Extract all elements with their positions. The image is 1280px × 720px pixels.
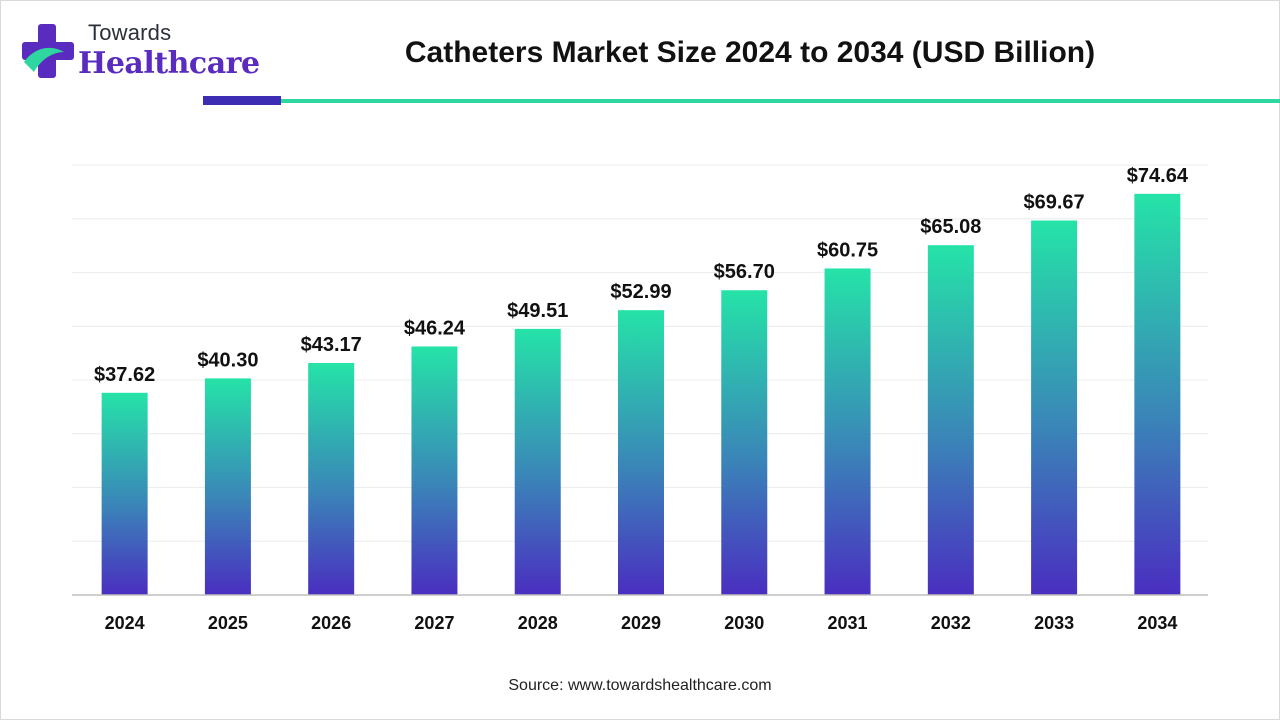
- data-label-2028: $49.51: [507, 300, 568, 322]
- bar-2030: [721, 290, 768, 595]
- x-tick-label-2029: 2029: [621, 613, 661, 633]
- data-label-2030: $56.70: [714, 261, 775, 283]
- bar-2032: [927, 245, 974, 595]
- x-tick-label-2025: 2025: [208, 613, 248, 633]
- bar-2024: [101, 392, 148, 595]
- data-label-2034: $74.64: [1127, 165, 1189, 187]
- x-tick-label-2027: 2027: [414, 613, 454, 633]
- data-label-2026: $43.17: [301, 334, 362, 356]
- title-rule-accent: [203, 96, 281, 105]
- bar-2028: [514, 328, 561, 595]
- data-label-2025: $40.30: [197, 349, 258, 371]
- bars-group: [101, 193, 1181, 595]
- bar-2029: [618, 310, 664, 595]
- medical-cross-icon: [22, 24, 74, 78]
- data-labels-group: $37.62 $40.30 $43.17 $46.24 $49.51 $52.99 $56.…: [94, 165, 1189, 386]
- brand-name-line1: Towards: [88, 20, 172, 45]
- data-label-2029: $52.99: [610, 281, 671, 303]
- x-tick-label-2030: 2030: [724, 613, 764, 633]
- x-tick-label-2032: 2032: [931, 613, 971, 633]
- brand-name-line2: Healthcare: [78, 46, 260, 81]
- bar-2027: [411, 346, 458, 595]
- bar-2031: [824, 268, 871, 595]
- x-tick-label-2026: 2026: [311, 613, 351, 633]
- bar-2025: [204, 378, 251, 595]
- brand-logo: Towards Healthcare: [20, 18, 260, 88]
- data-label-2033: $69.67: [1024, 192, 1085, 214]
- data-label-2032: $65.08: [920, 216, 981, 238]
- x-tick-label-2031: 2031: [828, 613, 868, 633]
- bar-2034: [1134, 193, 1181, 595]
- title-rule-line: [281, 99, 1280, 103]
- x-tick-labels-group: 2024 2025 2026 2027 2028 2029 2030 2031 2032 2033…: [105, 613, 1178, 633]
- bar-2026: [308, 362, 355, 595]
- x-tick-label-2033: 2033: [1034, 613, 1074, 633]
- x-tick-label-2034: 2034: [1137, 613, 1177, 633]
- data-label-2024: $37.62: [94, 364, 155, 386]
- source-note: Source: www.towardshealthcare.com: [508, 677, 772, 694]
- chart-title: Catheters Market Size 2024 to 2034 (USD …: [404, 36, 1096, 69]
- data-label-2031: $60.75: [817, 239, 878, 261]
- data-label-2027: $46.24: [404, 317, 466, 339]
- x-tick-label-2028: 2028: [518, 613, 558, 633]
- x-tick-label-2024: 2024: [105, 613, 145, 633]
- bar-2033: [1031, 220, 1078, 595]
